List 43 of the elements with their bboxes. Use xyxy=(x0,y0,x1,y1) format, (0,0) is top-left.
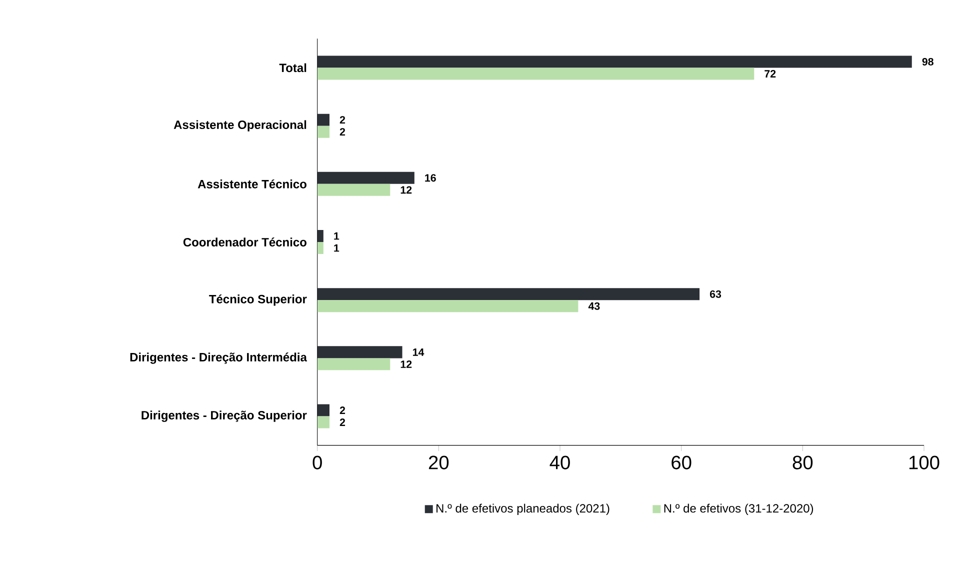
y-tick-label: Assistente Operacional xyxy=(174,120,306,132)
x-tick-label: 40 xyxy=(550,456,570,470)
x-tick-label: 100 xyxy=(909,456,940,470)
y-tick-label: Total xyxy=(279,63,306,72)
y-tick-label: Coordenador Técnico xyxy=(183,238,306,247)
bar xyxy=(317,404,330,416)
y-tick-label: Assistente Técnico xyxy=(198,180,306,189)
bar xyxy=(317,346,402,358)
data-label: 1 xyxy=(334,232,340,240)
data-label: 1 xyxy=(334,244,340,252)
data-label: 2 xyxy=(340,128,346,136)
bar xyxy=(317,56,912,68)
y-tick-label: Dirigentes - Direção Intermédia xyxy=(130,352,308,364)
data-label: 2 xyxy=(340,406,346,414)
bar xyxy=(317,230,324,242)
data-label: 2 xyxy=(340,116,346,124)
bar xyxy=(317,114,330,126)
data-label: 12 xyxy=(400,360,412,368)
data-label: 2 xyxy=(340,418,346,426)
legend-label: N.º de efetivos planeados (2021) xyxy=(436,504,610,516)
bar xyxy=(317,300,578,312)
x-tick-label: 80 xyxy=(792,456,813,470)
bar xyxy=(317,358,390,370)
x-tick-label: 20 xyxy=(428,456,449,470)
x-tick-label: 60 xyxy=(672,456,692,470)
bar xyxy=(317,172,414,184)
bar xyxy=(317,242,324,254)
data-label: 63 xyxy=(710,290,722,298)
data-label: 98 xyxy=(922,58,934,66)
data-label: 43 xyxy=(588,302,600,310)
legend-label: N.º de efetivos (31-12-2020) xyxy=(664,504,814,516)
data-label: 12 xyxy=(400,186,412,194)
data-label: 72 xyxy=(764,70,776,78)
x-tick-label: 0 xyxy=(312,456,322,470)
bar xyxy=(317,126,330,138)
data-label: 14 xyxy=(412,348,424,356)
y-tick-label: Dirigentes - Direção Superior xyxy=(142,410,307,422)
y-tick-label: Técnico Superior xyxy=(209,294,307,306)
bar xyxy=(317,68,754,80)
data-label: 16 xyxy=(425,174,436,182)
bar xyxy=(317,416,330,428)
bar xyxy=(317,288,700,300)
bar xyxy=(317,184,390,196)
